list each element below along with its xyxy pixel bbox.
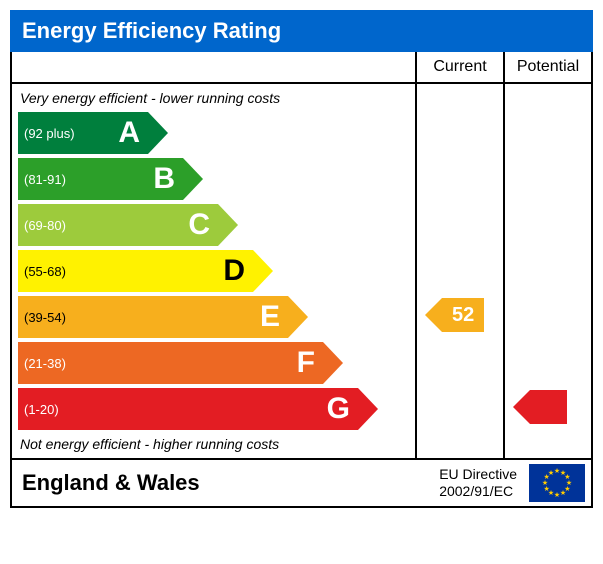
band-letter: D — [223, 254, 245, 288]
directive-line2: 2002/91/EC — [439, 483, 517, 500]
eu-flag-icon: ★★★★★★★★★★★★ — [529, 464, 585, 502]
eu-star-icon: ★ — [548, 469, 554, 477]
band-g: (1-20) G — [18, 388, 358, 430]
caption-bottom: Not energy efficient - higher running co… — [18, 434, 409, 454]
potential-arrow — [513, 390, 567, 424]
band-e: (39-54) E — [18, 296, 288, 338]
band-letter: F — [297, 346, 315, 380]
band-letter: A — [118, 116, 140, 150]
header-row: Current Potential — [12, 52, 591, 84]
body-row: Very energy efficient - lower running co… — [12, 84, 591, 458]
footer-region: England & Wales — [12, 462, 433, 504]
title-text: Energy Efficiency Rating — [22, 18, 281, 43]
band-range: (21-38) — [18, 356, 88, 371]
band-range: (92 plus) — [18, 126, 88, 141]
band-b: (81-91) B — [18, 158, 183, 200]
band-range: (1-20) — [18, 402, 88, 417]
band-d: (55-68) D — [18, 250, 253, 292]
col-potential — [503, 84, 591, 458]
band-range: (81-91) — [18, 172, 88, 187]
band-range: (55-68) — [18, 264, 88, 279]
potential-arrow-value — [530, 390, 567, 424]
band-letter: E — [260, 300, 280, 334]
band-letter: G — [327, 392, 350, 426]
col-potential-header: Potential — [503, 52, 591, 82]
directive-line1: EU Directive — [439, 466, 517, 483]
epc-chart: Energy Efficiency Rating Current Potenti… — [0, 0, 603, 518]
band-c: (69-80) C — [18, 204, 218, 246]
footer-row: England & Wales EU Directive 2002/91/EC … — [12, 458, 591, 506]
bands-col: Very energy efficient - lower running co… — [12, 84, 415, 458]
band-range: (69-80) — [18, 218, 88, 233]
chart-box: Current Potential Very energy efficient … — [10, 52, 593, 508]
caption-top: Very energy efficient - lower running co… — [18, 88, 409, 108]
eu-star-icon: ★ — [554, 491, 560, 499]
title-bar: Energy Efficiency Rating — [10, 10, 593, 52]
band-letter: B — [153, 162, 175, 196]
footer-directive: EU Directive 2002/91/EC — [433, 462, 523, 504]
col-current-header: Current — [415, 52, 503, 82]
current-arrow-value: 52 — [442, 298, 484, 332]
current-arrow: 52 — [425, 298, 484, 332]
eu-star-icon: ★ — [560, 489, 566, 497]
col-current: 52 — [415, 84, 503, 458]
band-range: (39-54) — [18, 310, 88, 325]
band-a: (92 plus) A — [18, 112, 148, 154]
band-letter: C — [188, 208, 210, 242]
band-f: (21-38) F — [18, 342, 323, 384]
